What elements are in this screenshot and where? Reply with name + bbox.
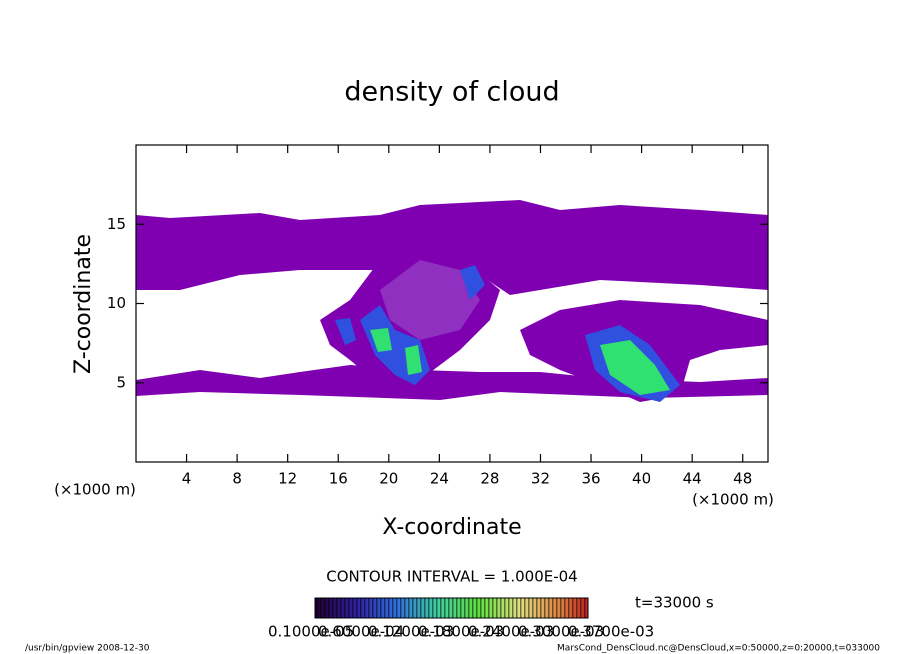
- colorbar-label: 0.6000e-04: [318, 623, 404, 641]
- x-tick-label: 24: [430, 470, 449, 488]
- y-tick-label: 15: [107, 215, 126, 233]
- contour-field: [136, 200, 768, 402]
- x-tick-label: 40: [632, 470, 651, 488]
- x-tick-label: 28: [480, 470, 499, 488]
- colorbar-label: 0.3000e-03: [518, 623, 604, 641]
- footer-left: /usr/bin/gpview 2008-12-30: [25, 644, 150, 654]
- colorbar-label: 0.1200e-03: [368, 623, 454, 641]
- colorbar-label: 0.2400e-03: [468, 623, 554, 641]
- y-unit: (×1000 m): [54, 481, 136, 499]
- x-tick-label: 12: [278, 470, 297, 488]
- colorbar-label: 0.1000e-05: [268, 623, 354, 641]
- x-unit: (×1000 m): [692, 491, 774, 509]
- footer-right: MarsCond_DensCloud.nc@DensCloud,x=0:5000…: [557, 644, 880, 654]
- colorbar-label: 0.1800e-03: [418, 623, 504, 641]
- colorbar-label: 0.3700e-03: [568, 623, 654, 641]
- y-tick-label: 10: [107, 294, 126, 312]
- x-tick-label: 36: [581, 470, 600, 488]
- x-tick-label: 32: [531, 470, 550, 488]
- x-tick-label: 48: [733, 470, 752, 488]
- x-tick-label: 4: [182, 470, 192, 488]
- x-tick-label: 16: [329, 470, 348, 488]
- y-tick-label: 5: [116, 373, 126, 391]
- chart-title: density of cloud: [344, 77, 559, 108]
- x-tick-label: 20: [379, 470, 398, 488]
- colorbar-stripes: [315, 598, 588, 618]
- x-tick-label: 44: [683, 470, 702, 488]
- y-axis-label: Z-coordinate: [71, 234, 96, 374]
- contour-interval: CONTOUR INTERVAL = 1.000E-04: [326, 568, 577, 586]
- time-label: t=33000 s: [635, 594, 714, 612]
- x-tick-label: 8: [232, 470, 242, 488]
- x-axis-label: X-coordinate: [382, 515, 521, 540]
